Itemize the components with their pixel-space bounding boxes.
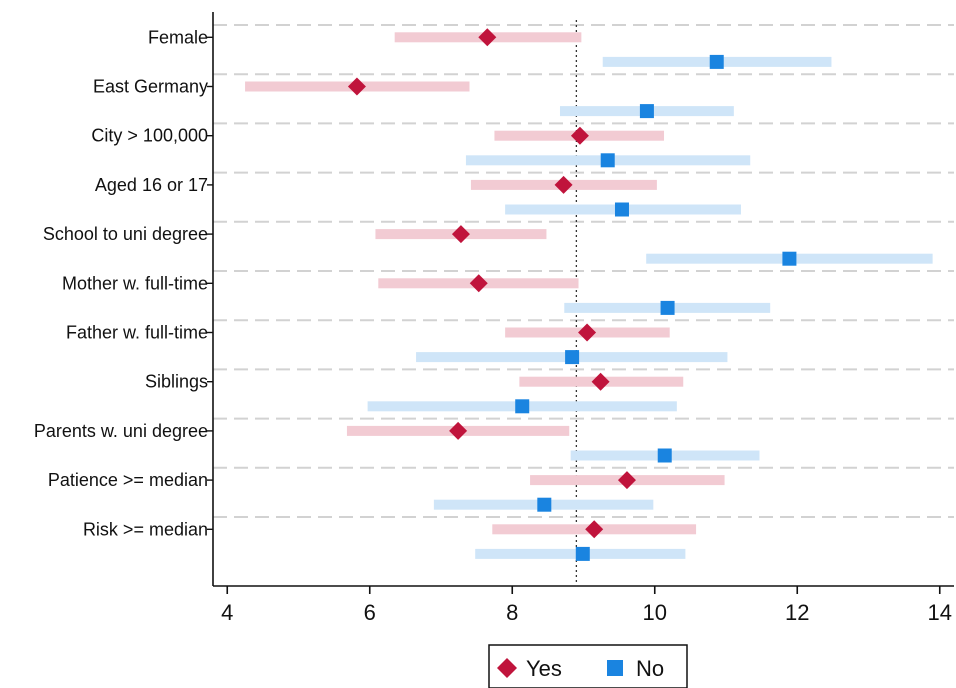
estimate-point-no [515,399,530,414]
legend: Yes No [488,644,688,688]
estimate-point-no [660,300,675,315]
legend-label-no: No [636,656,664,681]
legend-marker-no [607,660,623,676]
legend-box [488,644,688,688]
estimate-point-no [537,497,552,512]
axes: 4 6 8 10 12 14 [207,12,954,625]
category-label: Mother w. full-time [62,273,208,293]
category-label: Siblings [145,372,208,392]
category-label: School to uni degree [43,224,208,244]
x-tick-label: 6 [364,600,376,625]
estimate-point-no [639,104,654,119]
grid-lines [213,24,954,518]
category-label: City > 100,000 [91,126,208,146]
estimate-point-yes [451,225,470,244]
estimate-point-no [565,350,580,365]
category-label: Aged 16 or 17 [95,175,208,195]
estimate-point-yes [478,28,497,47]
estimate-point-yes [617,471,636,490]
category-label: Patience >= median [48,470,208,490]
estimate-point-no [709,54,724,69]
category-labels: Female East Germany City > 100,000 Aged 16 … [34,27,208,539]
estimate-point-yes [570,126,589,145]
estimate-point-yes [591,372,610,391]
estimate-point-no [657,448,672,463]
estimate-point-yes [449,421,468,440]
x-tick-label: 12 [785,600,809,625]
estimate-point-yes [554,175,573,194]
category-label: Father w. full-time [66,323,208,343]
x-tick-label: 8 [506,600,518,625]
confidence-intervals [245,32,933,559]
category-label: East Germany [93,77,208,97]
x-tick-label: 4 [221,600,233,625]
estimate-point-no [575,546,590,561]
x-tick-label: 10 [643,600,667,625]
x-tick-label: 14 [928,600,952,625]
legend-label-yes: Yes [526,656,562,681]
estimate-point-no [600,153,615,168]
category-label: Female [148,27,208,47]
point-estimates [347,28,797,561]
estimate-point-yes [578,323,597,342]
category-label: Risk >= median [83,519,208,539]
estimate-point-no [782,251,797,266]
estimate-point-yes [347,77,366,96]
legend-marker-yes [497,658,517,678]
estimate-point-yes [469,274,488,293]
category-label: Parents w. uni degree [34,421,208,441]
estimate-point-yes [585,520,604,539]
estimate-point-no [614,202,629,217]
